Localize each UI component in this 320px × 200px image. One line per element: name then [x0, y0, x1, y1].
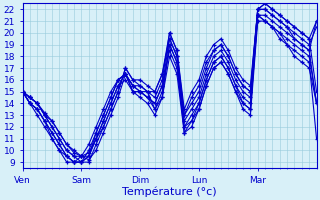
X-axis label: Température (°c): Température (°c): [122, 186, 217, 197]
